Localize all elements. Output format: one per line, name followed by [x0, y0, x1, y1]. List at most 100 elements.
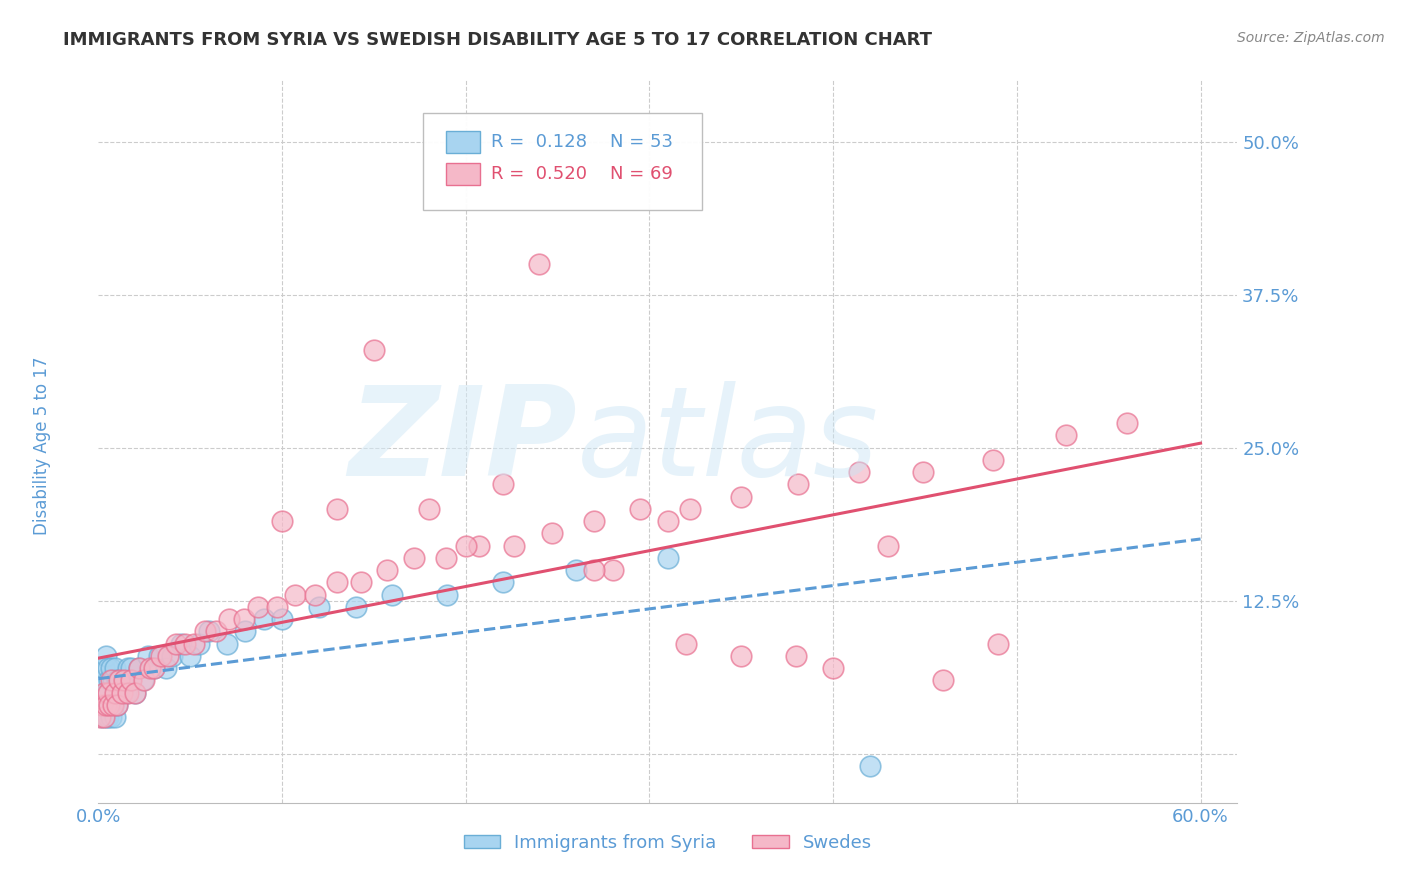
Point: [215, 637, 238, 651]
Point: [541, 526, 564, 541]
Point: [128, 661, 150, 675]
Point: [101, 698, 124, 712]
Point: [97, 710, 120, 724]
Point: [148, 648, 170, 663]
Point: [107, 673, 129, 688]
Point: [136, 648, 159, 663]
Point: [139, 661, 162, 675]
Text: Disability Age 5 to 17: Disability Age 5 to 17: [34, 357, 51, 535]
Point: [877, 539, 900, 553]
Point: [491, 575, 513, 590]
Point: [98, 698, 121, 712]
Point: [253, 612, 276, 626]
Point: [89, 710, 111, 724]
Point: [105, 698, 128, 712]
Point: [1116, 416, 1139, 430]
Point: [583, 514, 606, 528]
Point: [859, 759, 882, 773]
Point: [344, 599, 367, 614]
Point: [134, 673, 156, 688]
Point: [218, 612, 240, 626]
Point: [165, 637, 187, 651]
Point: [160, 648, 183, 663]
Point: [110, 673, 132, 688]
Point: [657, 514, 679, 528]
Point: [131, 673, 153, 688]
Point: [97, 661, 120, 675]
Point: [98, 673, 121, 688]
Point: [981, 453, 1004, 467]
Point: [91, 673, 114, 688]
Point: [105, 698, 128, 712]
Text: ZIP: ZIP: [349, 381, 576, 502]
Point: [93, 685, 115, 699]
Point: [117, 685, 139, 699]
Point: [205, 624, 228, 639]
Point: [454, 539, 477, 553]
Point: [91, 698, 114, 712]
Point: [436, 588, 458, 602]
Point: [93, 698, 115, 712]
Point: [235, 624, 257, 639]
Point: [179, 648, 201, 663]
Point: [128, 661, 150, 675]
Point: [155, 661, 177, 675]
Point: [467, 539, 489, 553]
Point: [188, 637, 211, 651]
Point: [112, 673, 135, 688]
Point: [326, 575, 349, 590]
Point: [434, 550, 457, 565]
Point: [97, 685, 120, 699]
Point: [304, 588, 326, 602]
Text: Source: ZipAtlas.com: Source: ZipAtlas.com: [1237, 31, 1385, 45]
Point: [91, 710, 114, 724]
Point: [912, 465, 935, 479]
Point: [124, 685, 146, 699]
Point: [101, 698, 124, 712]
Text: atlas: atlas: [576, 381, 879, 502]
Point: [107, 685, 129, 699]
Point: [94, 710, 117, 724]
Point: [657, 550, 679, 565]
FancyBboxPatch shape: [423, 112, 702, 211]
Point: [93, 661, 115, 675]
Point: [149, 648, 172, 663]
Point: [628, 502, 651, 516]
Legend: Immigrants from Syria, Swedes: Immigrants from Syria, Swedes: [457, 826, 879, 859]
Point: [124, 685, 146, 699]
Point: [583, 563, 606, 577]
Point: [375, 563, 398, 577]
Point: [284, 588, 307, 602]
Point: [170, 637, 193, 651]
Point: [100, 661, 122, 675]
Point: [326, 502, 349, 516]
Point: [118, 673, 141, 688]
Point: [112, 673, 135, 688]
Point: [121, 673, 143, 688]
Point: [502, 539, 524, 553]
Point: [787, 477, 810, 491]
Point: [97, 685, 120, 699]
Point: [173, 637, 195, 651]
Point: [117, 661, 139, 675]
Point: [142, 661, 165, 675]
Point: [491, 477, 513, 491]
Text: R =  0.520    N = 69: R = 0.520 N = 69: [491, 165, 673, 183]
Point: [247, 599, 270, 614]
Point: [350, 575, 373, 590]
Point: [101, 673, 124, 688]
Point: [1056, 428, 1078, 442]
Point: [115, 685, 138, 699]
Point: [157, 648, 180, 663]
Point: [121, 661, 143, 675]
Point: [730, 490, 752, 504]
Point: [111, 685, 134, 699]
FancyBboxPatch shape: [446, 163, 479, 185]
Point: [785, 648, 807, 663]
Point: [89, 698, 111, 712]
FancyBboxPatch shape: [446, 131, 479, 153]
Point: [381, 588, 404, 602]
Point: [94, 685, 117, 699]
Point: [183, 637, 205, 651]
Point: [418, 502, 440, 516]
